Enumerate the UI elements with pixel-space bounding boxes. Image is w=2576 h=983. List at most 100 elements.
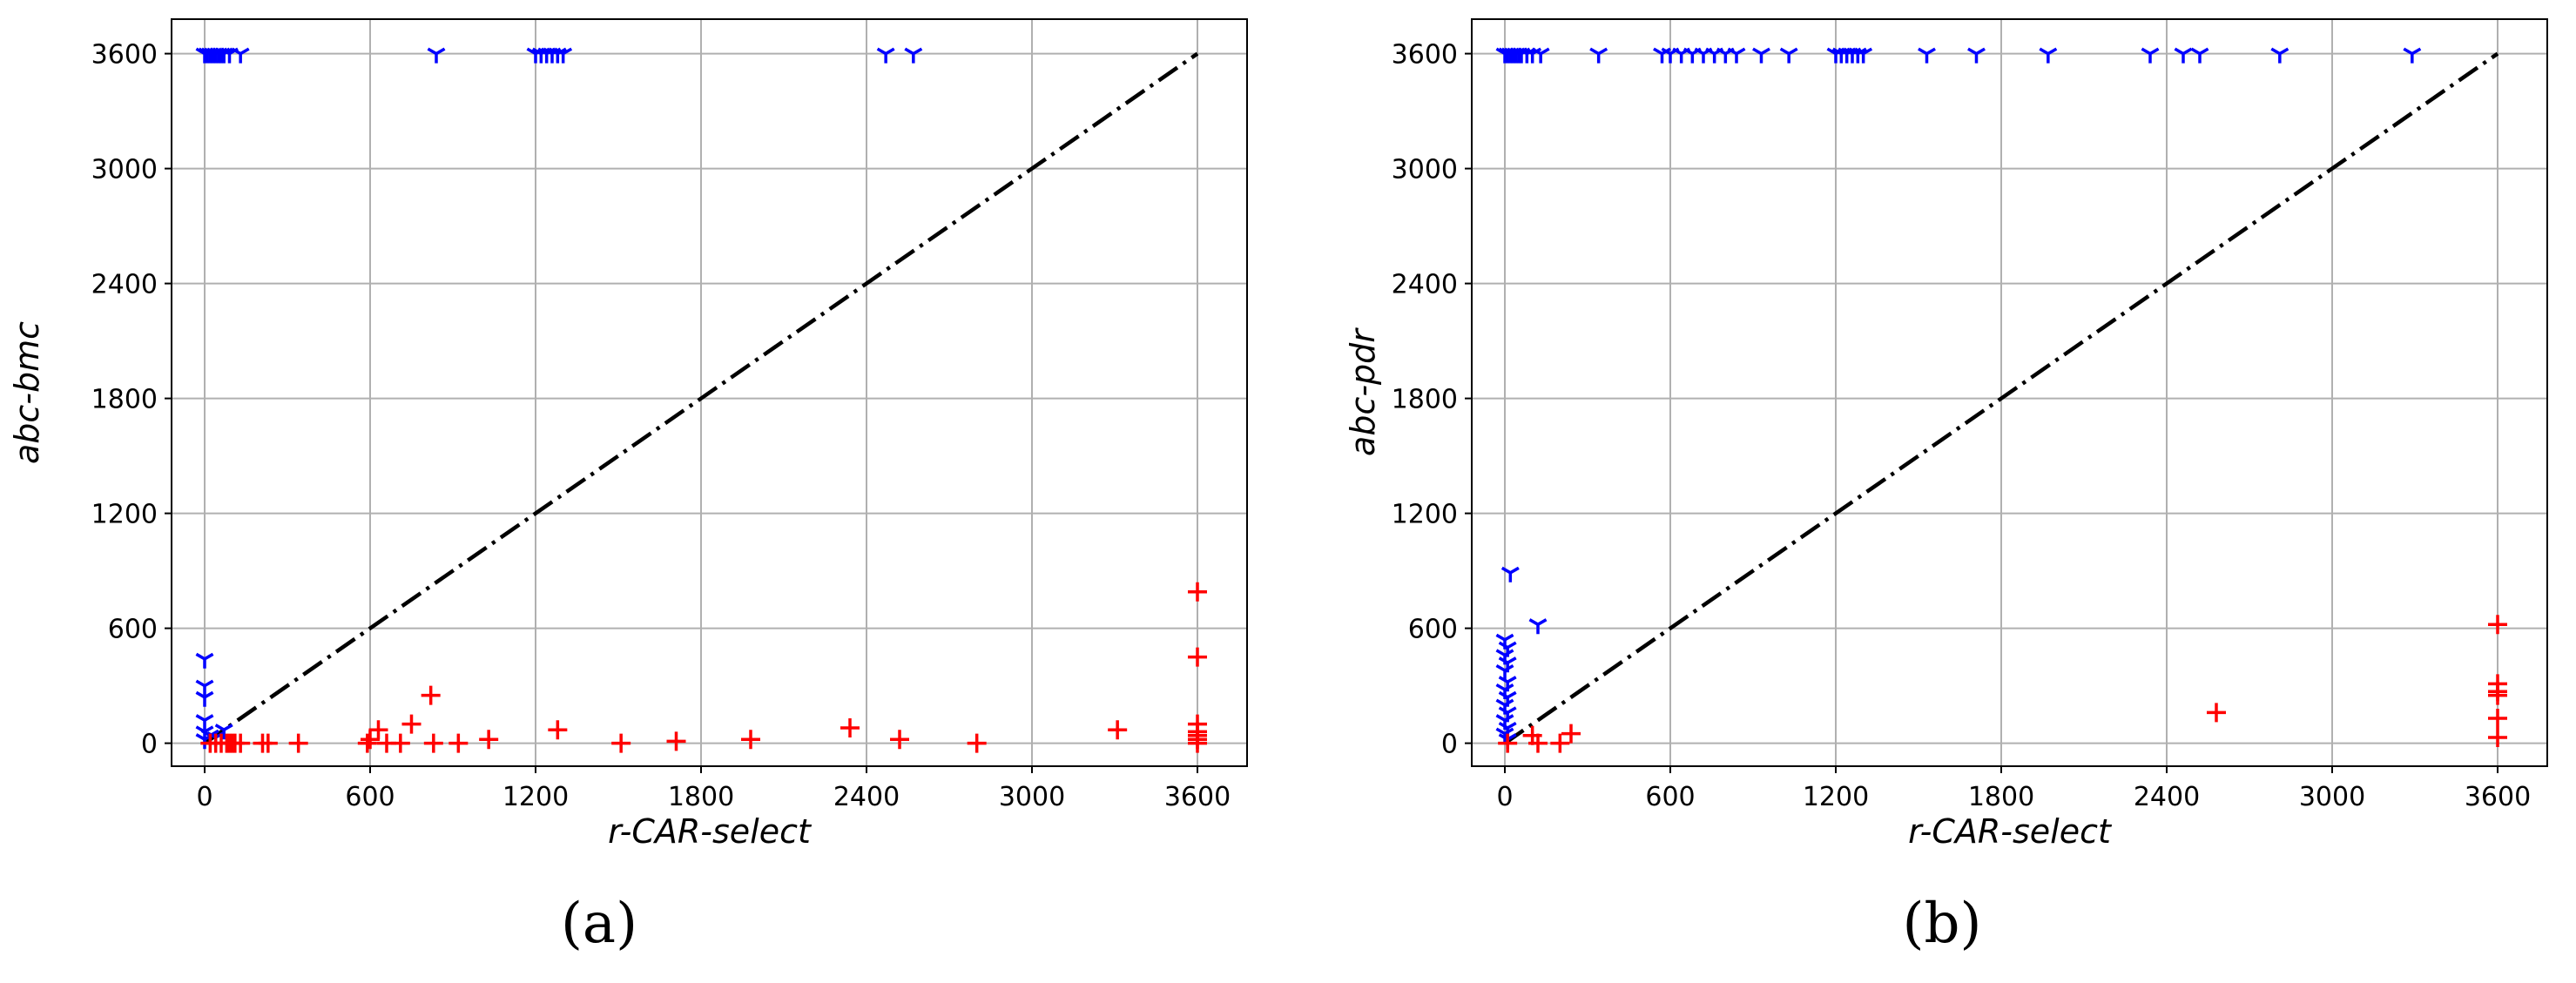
x-tick-label: 1200 [1803,782,1869,812]
tri-down-marker [195,690,214,707]
tri-down-marker [1779,47,1798,64]
plus-marker [1188,647,1207,667]
plus-marker [479,730,499,750]
y-tick-label: 1200 [1392,500,1458,530]
tri-down-marker [904,47,923,64]
plus-marker [361,730,380,750]
x-tick-label: 3600 [1164,782,1231,812]
x-tick-label: 0 [196,782,212,812]
tri-down-marker [1967,47,1986,64]
tri-down-marker [876,47,895,64]
y-tick-label: 3000 [1392,155,1458,185]
plus-marker [368,720,388,740]
tri-down-marker [214,724,233,740]
tri-down-marker [2270,47,2289,64]
y-tick-label: 1800 [1392,385,1458,415]
y-tick-label: 3000 [91,155,158,185]
tri-down-marker [1727,47,1746,64]
plus-marker [548,720,568,740]
tri-down-marker [2141,47,2160,64]
y-axis-label: abc-pdr [1344,327,1382,456]
tri-down-marker [427,47,446,64]
x-tick-label: 1800 [668,782,734,812]
tri-down-marker [1531,47,1550,64]
y-tick-label: 600 [108,615,158,645]
plus-marker [1561,724,1581,744]
y-tick-label: 600 [1408,615,1458,645]
x-tick-label: 3600 [2465,782,2531,812]
x-tick-label: 600 [345,782,394,812]
plus-marker [611,733,631,753]
x-tick-label: 1800 [1968,782,2034,812]
chart-panel-b: 0 600 1200 1800 2400 3000 3600 0 600 1200 1800 2400… [1344,18,2548,956]
tri-down-marker [195,714,214,731]
tri-down-marker [195,652,214,669]
plus-marker [2488,615,2507,635]
y-tick-label: 0 [1441,730,1458,760]
y-tick-label: 2400 [91,270,158,300]
plus-marker [401,714,421,734]
plus-marker [288,733,308,753]
plus-marker [1550,733,1570,753]
tri-down-marker [2174,47,2193,64]
y-tick-label: 3600 [1392,40,1458,71]
x-tick-label: 3000 [2299,782,2365,812]
plus-marker [1108,720,1128,740]
axes-frame [171,18,1248,767]
x-tick-label: 600 [1645,782,1695,812]
y-tick-label: 3600 [91,40,158,71]
tri-down-marker [1589,47,1608,64]
plus-marker [2488,709,2507,728]
x-tick-label: 2400 [833,782,900,812]
plus-marker [2488,728,2507,747]
plus-marker [1528,733,1548,753]
plus-marker [1188,582,1207,602]
tri-down-marker [1500,566,1520,582]
y-tick-label: 1800 [91,385,158,415]
tri-down-marker [1495,663,1514,680]
panel-label: (a) [561,892,637,956]
tri-down-marker [231,47,250,64]
chart-panel-a: 0 600 1200 1800 2400 3000 3600 0 600 1200 1800 2400… [8,18,1248,956]
plus-marker [258,733,278,753]
tri-down-marker [195,679,214,696]
y-axis-label: abc-bmc [8,321,46,464]
x-tick-label: 3000 [999,782,1065,812]
plus-marker [2488,685,2507,705]
plus-marker [423,733,443,753]
plus-marker [421,685,441,705]
tri-down-marker [1752,47,1770,64]
x-tick-label: 2400 [2134,782,2200,812]
plus-marker [231,733,251,753]
y-tick-label: 2400 [1392,270,1458,300]
y-tick-label: 0 [141,730,158,760]
tri-down-marker [2403,47,2422,64]
plus-marker [741,730,760,750]
reference-diagonal-line [203,51,1199,745]
reference-diagonal-line [1503,51,2499,745]
x-tick-label: 1200 [502,782,569,812]
tri-down-marker [1528,618,1548,635]
plus-marker [1498,733,1518,753]
tri-down-marker [1854,47,1873,64]
plus-marker [357,733,377,753]
tri-down-marker [2190,47,2209,64]
plus-marker [967,733,987,753]
plus-marker [2207,703,2226,723]
plus-marker [1188,733,1207,753]
x-tick-label: 0 [1496,782,1513,812]
x-axis-label: r-CAR-select [1908,812,2113,851]
y-tick-label: 1200 [91,500,158,530]
panel-label: (b) [1903,892,1982,956]
plus-marker [666,731,686,751]
plus-marker [890,730,909,750]
plus-marker [840,718,860,737]
tri-down-marker [1918,47,1936,64]
x-axis-label: r-CAR-select [608,812,813,851]
tri-down-marker [2039,47,2058,64]
tri-down-marker [554,47,573,64]
plus-marker [448,733,469,753]
plus-marker [390,733,410,753]
axes-frame [1471,18,2548,767]
